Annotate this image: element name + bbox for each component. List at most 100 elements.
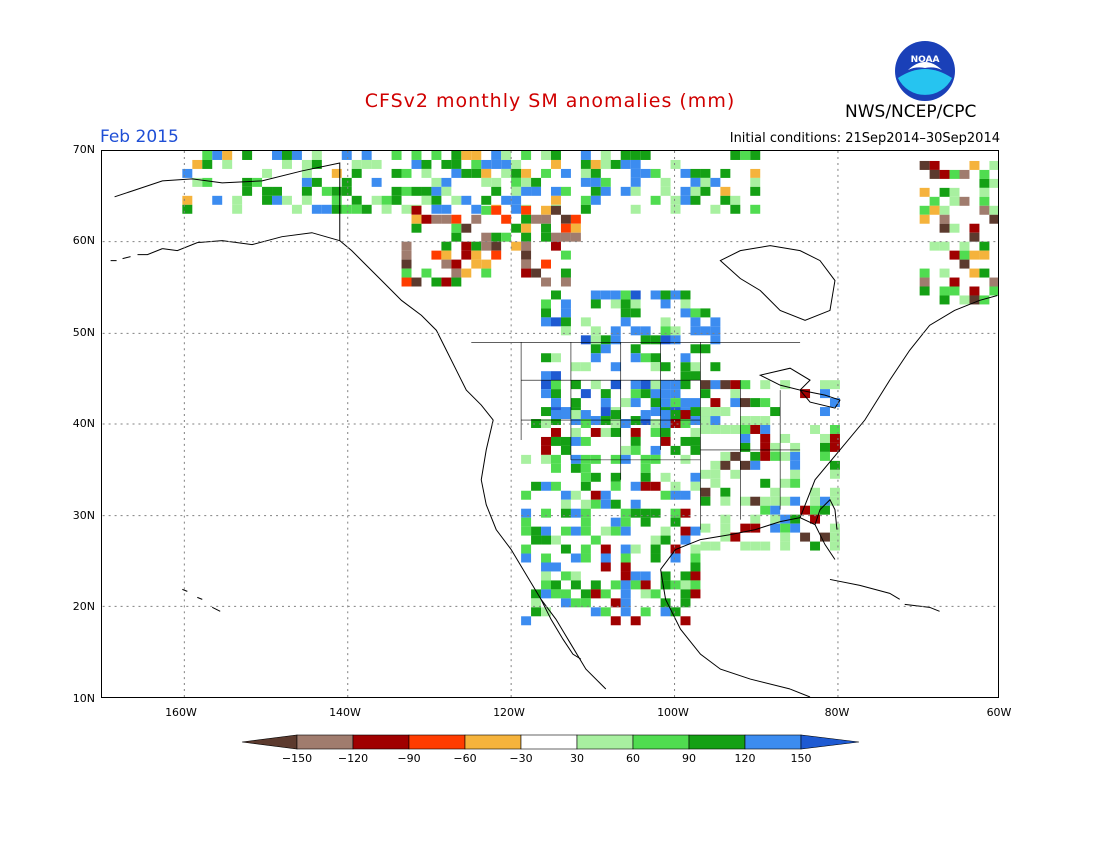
anomaly-cell (550, 562, 561, 572)
anomaly-cell (650, 353, 661, 363)
anomaly-cell (441, 177, 452, 187)
anomaly-cell (521, 490, 532, 500)
anomaly-cell (590, 427, 601, 437)
anomaly-cell (301, 195, 312, 205)
anomaly-cell (541, 607, 551, 617)
anomaly-cell (710, 380, 721, 390)
anomaly-cell (381, 195, 392, 205)
anomaly-cell (670, 204, 681, 214)
anomaly-cell (720, 424, 731, 434)
anomaly-cell (600, 177, 611, 187)
anomaly-cell (720, 487, 731, 497)
anomaly-cell (790, 496, 801, 506)
anomaly-cell (700, 308, 711, 318)
lat-label-10n: 10N (72, 692, 95, 705)
anomaly-cell (570, 508, 581, 518)
anomaly-cell (291, 151, 302, 160)
anomaly-cell (800, 389, 811, 399)
anomaly-cell (690, 562, 701, 572)
anomaly-cell (341, 204, 352, 214)
anomaly-cell (610, 380, 621, 390)
anomaly-cell (720, 407, 731, 417)
anomaly-cell (401, 268, 412, 278)
anomaly-cell (650, 195, 661, 205)
anomaly-cell (640, 353, 651, 363)
lon-label-60w: 60W (986, 706, 1012, 719)
anomaly-cell (580, 204, 591, 214)
anomaly-cell (550, 151, 561, 160)
anomaly-cell (541, 223, 551, 233)
anomaly-cell (511, 241, 522, 251)
anomaly-cell (919, 214, 930, 224)
anomaly-cell (700, 416, 711, 425)
anomaly-cell (969, 232, 980, 242)
anomaly-cell (670, 398, 681, 408)
anomaly-cell (600, 499, 611, 509)
anomaly-cell (421, 214, 432, 224)
anomaly-cell (979, 178, 990, 188)
anomaly-cell (560, 499, 571, 509)
anomaly-cell (451, 214, 462, 224)
anomaly-cell (730, 532, 741, 542)
anomaly-cell (451, 232, 462, 242)
anomaly-cell (680, 380, 691, 390)
anomaly-cell (580, 410, 591, 420)
anomaly-cell (590, 344, 601, 354)
anomaly-cell (511, 223, 522, 233)
legend-swatch (520, 734, 578, 750)
anomaly-cell (541, 535, 551, 545)
anomaly-cell (461, 151, 472, 160)
anomaly-cell (590, 580, 601, 590)
initial-conditions-label: Initial conditions: 21Sep2014–30Sep2014 (729, 131, 1000, 146)
anomaly-cell (760, 442, 771, 452)
anomaly-cell (610, 419, 621, 428)
anomaly-cell (600, 416, 611, 425)
anomaly-cell (212, 195, 223, 205)
anomaly-cell (829, 398, 840, 408)
anomaly-cell (431, 204, 442, 214)
anomaly-cell (491, 250, 502, 260)
lon-label-160w: 160W (165, 706, 197, 719)
anomaly-cell (690, 177, 701, 187)
anomaly-cell (610, 481, 621, 491)
anomaly-cell (670, 290, 681, 300)
anomaly-cell (670, 410, 681, 420)
anomaly-cell (660, 362, 671, 372)
anomaly-cell (511, 159, 522, 169)
anomaly-cell (550, 454, 561, 464)
anomaly-cell (750, 177, 761, 187)
anomaly-cell (441, 250, 452, 260)
anomaly-cell (770, 523, 781, 533)
gulf-coast (660, 517, 836, 570)
anomaly-cell (351, 159, 362, 169)
anomaly-cell (481, 195, 492, 205)
anomaly-cell (979, 241, 990, 251)
anomaly-cell (550, 589, 561, 599)
anomaly-cell (521, 259, 532, 269)
anomaly-cell (680, 508, 691, 518)
lon-label-100w: 100W (657, 706, 689, 719)
anomaly-cell (600, 544, 611, 554)
anomaly-cell (670, 335, 681, 345)
anomaly-cell (511, 186, 522, 196)
anomaly-cell (501, 168, 512, 178)
anomaly-cell (660, 335, 671, 345)
anomaly-cell (670, 419, 681, 428)
anomaly-cell (929, 205, 940, 215)
anomaly-cell (560, 186, 571, 196)
anomaly-cell (690, 362, 701, 372)
anomaly-cell (640, 326, 651, 336)
anomaly-cell (989, 160, 998, 170)
anomaly-cell (600, 159, 611, 169)
anomaly-cell (650, 454, 661, 464)
anomaly-cell (660, 490, 671, 500)
anomaly-cell (690, 168, 701, 178)
anomaly-cell (760, 505, 771, 515)
anomaly-cell (780, 523, 791, 533)
anomaly-cell (391, 195, 402, 205)
anomaly-cell (331, 195, 342, 205)
anomaly-cell (660, 598, 671, 608)
anomaly-cell (620, 580, 631, 590)
anomaly-cell (790, 469, 801, 479)
anomaly-cell (471, 214, 482, 224)
